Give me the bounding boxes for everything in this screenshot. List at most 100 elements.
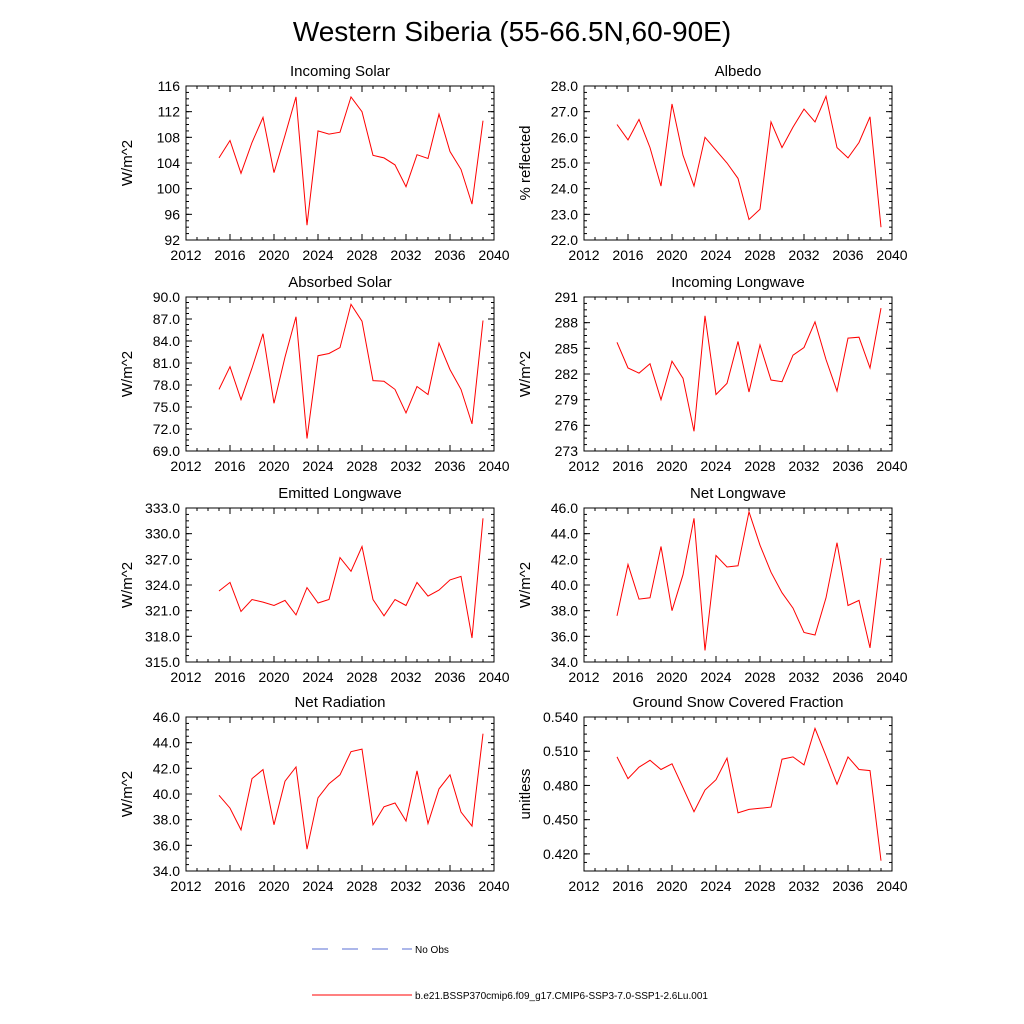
y-tick-label: 288: [555, 315, 579, 331]
x-tick-label: 2036: [832, 878, 863, 894]
y-tick-label: 87.0: [153, 311, 180, 327]
x-tick-label: 2016: [612, 878, 643, 894]
y-axis-label: % reflected: [517, 125, 534, 200]
series-line-absorbed-solar: [218, 303, 484, 439]
x-tick-label: 2028: [346, 878, 377, 894]
x-tick-label: 2036: [434, 669, 465, 685]
x-tick-label: 2028: [346, 669, 377, 685]
x-tick-label: 2020: [656, 247, 687, 263]
y-tick-label: 108: [157, 129, 181, 145]
y-tick-label: 42.0: [551, 551, 578, 567]
y-tick-label: 104: [157, 155, 181, 171]
legend: No Obs b.e21.BSSP370cmip6.f09_g17.CMIP6-…: [312, 945, 708, 1002]
x-tick-label: 2032: [390, 669, 421, 685]
x-tick-label: 2024: [700, 247, 731, 263]
y-axis-label: W/m^2: [517, 562, 534, 608]
y-tick-label: 44.0: [551, 526, 578, 542]
y-tick-label: 112: [158, 104, 181, 120]
x-tick-label: 2028: [744, 878, 775, 894]
y-tick-label: 279: [555, 392, 579, 408]
y-tick-label: 0.450: [543, 812, 578, 828]
x-tick-label: 2028: [346, 247, 377, 263]
x-tick-label: 2040: [876, 669, 907, 685]
y-tick-label: 282: [555, 366, 579, 382]
x-tick-label: 2028: [346, 458, 377, 474]
x-tick-label: 2032: [390, 458, 421, 474]
y-tick-label: 44.0: [153, 735, 180, 751]
y-tick-label: 330.0: [145, 526, 180, 542]
y-tick-label: 81.0: [153, 355, 180, 371]
y-tick-label: 42.0: [153, 760, 180, 776]
x-tick-label: 2016: [214, 878, 245, 894]
panels: Incoming Solar W/m^2 2012 2016 2020 2024 2028 2…: [119, 63, 908, 894]
y-tick-label: 84.0: [153, 333, 180, 349]
y-tick-label: 92: [164, 232, 180, 248]
y-tick-label: 291: [555, 289, 579, 305]
y-tick-label: 327.0: [145, 551, 180, 567]
series-line-incoming-solar: [218, 95, 484, 226]
y-tick-label: 318.0: [145, 628, 180, 644]
panel-ground-snow-covered-fraction: Ground Snow Covered Fraction unitless 2012…: [517, 694, 908, 894]
x-tick-label: 2024: [302, 669, 333, 685]
y-tick-label: 315.0: [145, 654, 180, 670]
y-axis-label: unitless: [517, 769, 534, 820]
x-tick-label: 2036: [832, 458, 863, 474]
x-tick-label: 2040: [478, 458, 509, 474]
x-tick-label: 2020: [656, 458, 687, 474]
x-tick-label: 2012: [568, 878, 599, 894]
y-tick-label: 34.0: [153, 863, 180, 879]
panel-title: Emitted Longwave: [278, 485, 401, 502]
plot-frame: [185, 85, 495, 241]
x-tick-label: 2020: [258, 458, 289, 474]
panel-incoming-solar: Incoming Solar W/m^2 2012 2016 2020 2024 2028 2…: [119, 63, 510, 263]
y-tick-label: 273: [555, 443, 579, 459]
y-axis-label: W/m^2: [119, 562, 136, 608]
x-tick-label: 2036: [832, 247, 863, 263]
x-tick-label: 2028: [744, 669, 775, 685]
y-tick-label: 24.0: [551, 181, 578, 197]
x-tick-label: 2016: [214, 669, 245, 685]
legend-label-no-obs: No Obs: [415, 945, 449, 956]
plot-frame: [185, 507, 495, 663]
y-tick-label: 96: [164, 206, 180, 222]
panel-incoming-longwave: Incoming Longwave W/m^2 2012 2016 2020 2024 20…: [517, 274, 908, 474]
y-tick-label: 38.0: [153, 812, 180, 828]
x-tick-label: 2040: [478, 247, 509, 263]
x-tick-label: 2032: [788, 878, 819, 894]
x-tick-label: 2020: [258, 247, 289, 263]
y-tick-label: 46.0: [551, 500, 578, 516]
x-tick-label: 2020: [258, 669, 289, 685]
plot-frame: [583, 507, 893, 663]
y-tick-label: 26.0: [551, 129, 578, 145]
x-tick-label: 2012: [170, 669, 201, 685]
plot-frame: [583, 85, 893, 241]
y-axis-label: W/m^2: [517, 351, 534, 397]
y-tick-label: 40.0: [153, 786, 180, 802]
x-tick-label: 2040: [478, 669, 509, 685]
series-line-ground-snow-covered-fraction: [616, 726, 882, 861]
x-tick-label: 2020: [656, 669, 687, 685]
panel-net-radiation: Net Radiation W/m^2 2012 2016 2020 2024 2028 20…: [119, 694, 510, 894]
y-tick-label: 72.0: [153, 421, 180, 437]
panel-absorbed-solar: Absorbed Solar W/m^2 2012 2016 2020 2024 2028 2…: [119, 274, 510, 474]
x-tick-label: 2040: [876, 878, 907, 894]
panel-title: Net Longwave: [690, 485, 786, 502]
panel-title: Albedo: [715, 63, 762, 80]
y-tick-label: 100: [157, 181, 181, 197]
x-tick-label: 2040: [876, 458, 907, 474]
x-tick-label: 2032: [788, 669, 819, 685]
x-tick-label: 2032: [390, 247, 421, 263]
x-tick-label: 2012: [568, 458, 599, 474]
y-tick-label: 276: [555, 417, 579, 433]
x-tick-label: 2024: [700, 458, 731, 474]
legend-label-model: b.e21.BSSP370cmip6.f09_g17.CMIP6-SSP3-7.…: [415, 991, 708, 1002]
series-line-emitted-longwave: [218, 518, 484, 639]
x-tick-label: 2024: [700, 878, 731, 894]
y-tick-label: 116: [158, 78, 181, 94]
panel-title: Incoming Longwave: [671, 274, 804, 291]
x-tick-label: 2032: [390, 878, 421, 894]
x-tick-label: 2012: [568, 669, 599, 685]
y-tick-label: 0.420: [543, 846, 578, 862]
y-axis-label: W/m^2: [119, 140, 136, 186]
